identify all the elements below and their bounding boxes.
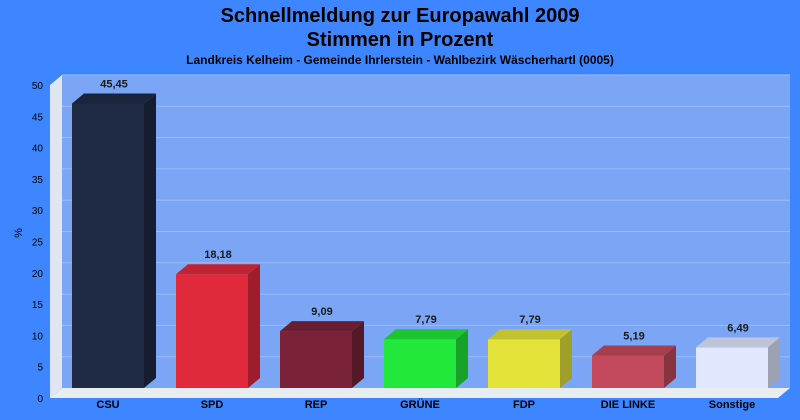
x-tick-label: Sonstige [709,399,755,411]
value-label: 7,79 [415,314,436,326]
y-tick-label: 5 [37,363,43,374]
y-tick-label: 20 [32,269,44,280]
chart-subtitle: Stimmen in Prozent [306,29,494,51]
y-tick-label: 15 [32,300,44,311]
bar-side [144,93,156,388]
bar-front [384,339,456,388]
x-tick-label: FDP [513,399,535,411]
value-label: 5,19 [623,331,644,343]
bar-top [72,93,156,104]
value-labels: 45,45 18,18 9,09 7,79 7,79 5,19 6,49 [100,78,748,342]
y-tick-label: 35 [32,175,44,186]
value-label: 7,79 [519,314,540,326]
chart-caption: Landkreis Kelheim - Gemeinde Ihrlerstein… [186,53,614,67]
bar-front [696,347,768,388]
bar-front [592,355,664,388]
bar-side [456,329,468,388]
x-tick-label: DIE LINKE [601,399,655,411]
bar-side [768,337,780,388]
y-tick-label: 45 [32,112,44,123]
y-tick-label: 50 [32,81,44,92]
x-tick-label: GRÜNE [400,398,440,411]
bar-front [72,103,144,388]
x-axis-ticks: CSU SPD REP GRÜNE FDP DIE LINKE Sonstige [96,398,755,411]
y-tick-label: 30 [32,206,44,217]
x-tick-label: SPD [201,399,224,411]
y-tick-label: 25 [32,238,44,249]
x-tick-label: CSU [96,399,119,411]
bar-top [592,345,676,356]
bar-side [248,264,260,388]
side-wall [50,75,62,398]
floor [50,388,790,398]
bar-top [488,329,572,340]
bar-top [176,264,260,275]
bar-rep [280,321,364,388]
bar-front [176,274,248,388]
y-axis-ticks: 0 5 10 15 20 25 30 35 40 45 50 [32,81,44,405]
bar-csu [72,93,156,388]
bars [72,93,780,388]
bar-die-linke [592,345,676,388]
value-label: 18,18 [204,249,232,261]
bar-fdp [488,329,572,388]
chart-title: Schnellmeldung zur Europawahl 2009 [220,5,580,27]
bar-front [488,339,560,388]
y-tick-label: 40 [32,144,44,155]
y-tick-label: 10 [32,331,44,342]
x-tick-label: REP [305,399,328,411]
bar-side [560,329,572,388]
bar-front [280,331,352,388]
value-label: 6,49 [727,322,748,334]
value-label: 9,09 [311,306,332,318]
bar-side [664,345,676,388]
bar-top [280,321,364,332]
bar-top [696,337,780,348]
bar-top [384,329,468,340]
bar-spd [176,264,260,388]
bar-side [352,321,364,388]
y-axis-label: % [13,228,25,238]
value-label: 45,45 [100,78,128,90]
bar-grüne [384,329,468,388]
bar-sonstige [696,337,780,388]
y-tick-label: 0 [37,394,43,405]
